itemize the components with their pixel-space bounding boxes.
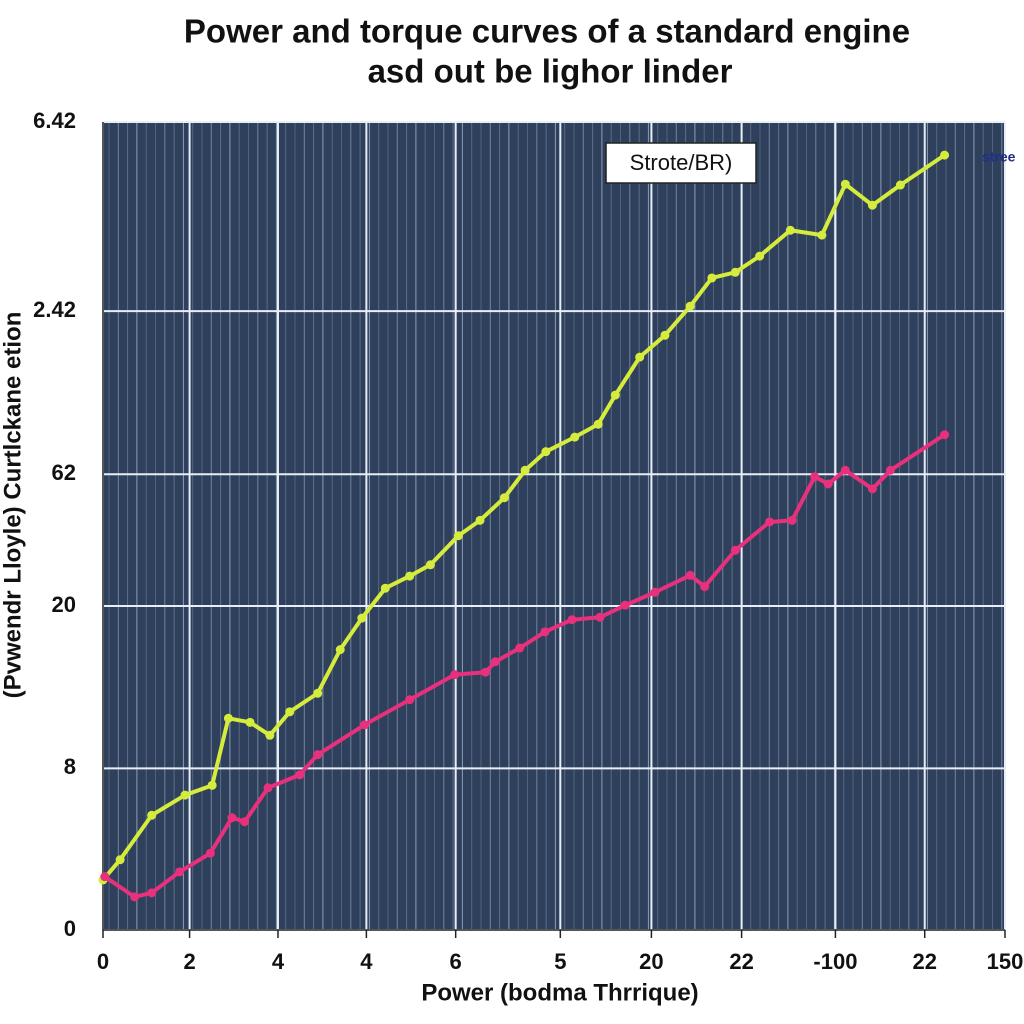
- data-point: [453, 531, 463, 541]
- data-point: [405, 571, 415, 581]
- data-point: [175, 867, 185, 877]
- data-point: [380, 583, 390, 593]
- data-point: [490, 657, 500, 667]
- data-point: [685, 570, 695, 580]
- x-axis-label: Power (bodma Thrrique): [421, 979, 698, 1006]
- x-tick-label: 22: [729, 949, 753, 974]
- data-point: [100, 872, 110, 882]
- data-point: [765, 517, 775, 527]
- data-point: [223, 713, 233, 723]
- data-point: [840, 465, 850, 475]
- x-tick-label: 6: [450, 949, 462, 974]
- data-point: [810, 472, 820, 482]
- data-point: [867, 200, 877, 210]
- data-point: [480, 667, 490, 677]
- data-point: [313, 688, 323, 698]
- data-point: [755, 251, 765, 261]
- legend: Strote/BR): [605, 142, 757, 184]
- data-point: [541, 447, 551, 457]
- data-point: [147, 810, 157, 820]
- data-point: [685, 301, 695, 311]
- y-tick-label: 20: [52, 592, 76, 617]
- annotation: stree: [982, 149, 1016, 165]
- data-point: [180, 790, 190, 800]
- data-point: [785, 225, 795, 235]
- data-point: [817, 230, 827, 240]
- plot-area: [103, 122, 1005, 930]
- data-point: [885, 465, 895, 475]
- chart-title: Power and torque curves of a standard en…: [184, 13, 910, 50]
- x-tick-label: 150: [987, 949, 1024, 974]
- data-point: [570, 432, 580, 442]
- data-point: [227, 813, 237, 823]
- data-point: [499, 493, 509, 503]
- data-point: [335, 645, 345, 655]
- data-point: [313, 750, 323, 760]
- data-point: [700, 582, 710, 592]
- data-point: [147, 888, 157, 898]
- data-point: [823, 479, 833, 489]
- data-point: [895, 180, 905, 190]
- data-point: [115, 855, 125, 865]
- data-point: [635, 352, 645, 362]
- data-point: [730, 545, 740, 555]
- data-point: [867, 484, 877, 494]
- x-tick-label: 20: [639, 949, 663, 974]
- data-point: [593, 419, 603, 429]
- legend-label: Strote/BR): [630, 150, 733, 175]
- data-point: [405, 695, 415, 705]
- chart-subtitle: asd out be lighor linder: [368, 53, 733, 90]
- data-point: [285, 707, 295, 717]
- data-point: [540, 627, 550, 637]
- data-point: [245, 717, 255, 727]
- data-point: [650, 587, 660, 597]
- y-tick-label: 0: [64, 916, 76, 941]
- y-tick-label: 62: [52, 460, 76, 485]
- x-tick-label: 4: [360, 949, 373, 974]
- data-point: [840, 179, 850, 189]
- data-point: [730, 267, 740, 277]
- data-point: [475, 515, 485, 525]
- data-point: [207, 780, 217, 790]
- data-point: [620, 600, 630, 610]
- y-tick-label: 6.42: [33, 108, 76, 133]
- legend-box: [605, 142, 757, 184]
- data-point: [240, 817, 250, 827]
- data-point: [940, 150, 950, 160]
- data-point: [205, 848, 215, 858]
- data-point: [787, 515, 797, 525]
- data-point: [610, 390, 620, 400]
- data-point: [295, 770, 305, 780]
- x-tick-label: 4: [272, 949, 285, 974]
- data-point: [520, 465, 530, 475]
- data-point: [263, 783, 273, 793]
- data-point: [265, 730, 275, 740]
- x-tick-label: 22: [912, 949, 936, 974]
- data-point: [660, 330, 670, 340]
- data-point: [515, 643, 525, 653]
- y-tick-label: 8: [64, 754, 76, 779]
- data-point: [567, 615, 577, 625]
- data-point: [130, 892, 140, 902]
- data-point: [425, 560, 435, 570]
- y-axis-label: (Pvwendr Lloyle) Curtlckane etion: [0, 312, 26, 699]
- data-point: [595, 612, 605, 622]
- data-point: [357, 613, 367, 623]
- x-tick-label: 0: [97, 949, 109, 974]
- y-tick-label: 2.42: [33, 297, 76, 322]
- x-tick-label: -100: [813, 949, 857, 974]
- data-point: [450, 670, 460, 680]
- x-tick-label: 5: [554, 949, 566, 974]
- data-point: [360, 720, 370, 730]
- data-point: [940, 430, 950, 440]
- x-tick-label: 2: [183, 949, 195, 974]
- data-point: [707, 273, 717, 283]
